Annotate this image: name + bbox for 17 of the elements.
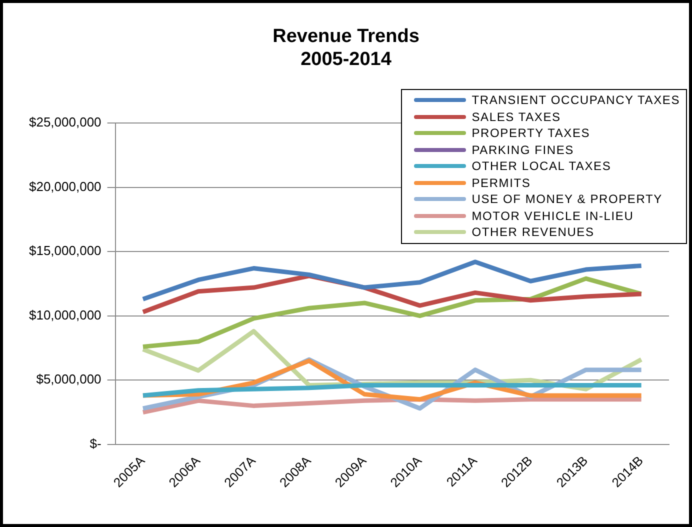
legend-label: OTHER REVENUES xyxy=(472,225,594,240)
y-tick-label: $25,000,000 xyxy=(28,114,102,130)
legend-label: SALES TAXES xyxy=(472,110,561,124)
y-tick-label: $20,000,000 xyxy=(28,178,102,194)
y-tick-label: $15,000,000 xyxy=(28,243,102,258)
legend-label: PERMITS xyxy=(472,176,531,190)
legend-label: OTHER LOCAL TAXES xyxy=(472,159,612,174)
legend-label: MOTOR VEHICLE IN-LIEU xyxy=(472,208,634,223)
legend-label: USE OF MONEY & PROPERTY xyxy=(472,192,662,206)
legend-label: PROPERTY TAXES xyxy=(472,126,590,140)
chart-title: Revenue Trends xyxy=(272,25,420,48)
y-tick-label: $- xyxy=(90,436,102,451)
legend-label: TRANSIENT OCCUPANCY TAXES xyxy=(472,93,680,108)
legend-label: PARKING FINES xyxy=(472,142,574,157)
y-tick-label: $10,000,000 xyxy=(28,307,102,322)
y-tick-label: $5,000,000 xyxy=(36,372,102,387)
chart-subtitle: 2005-2014 xyxy=(300,48,392,71)
